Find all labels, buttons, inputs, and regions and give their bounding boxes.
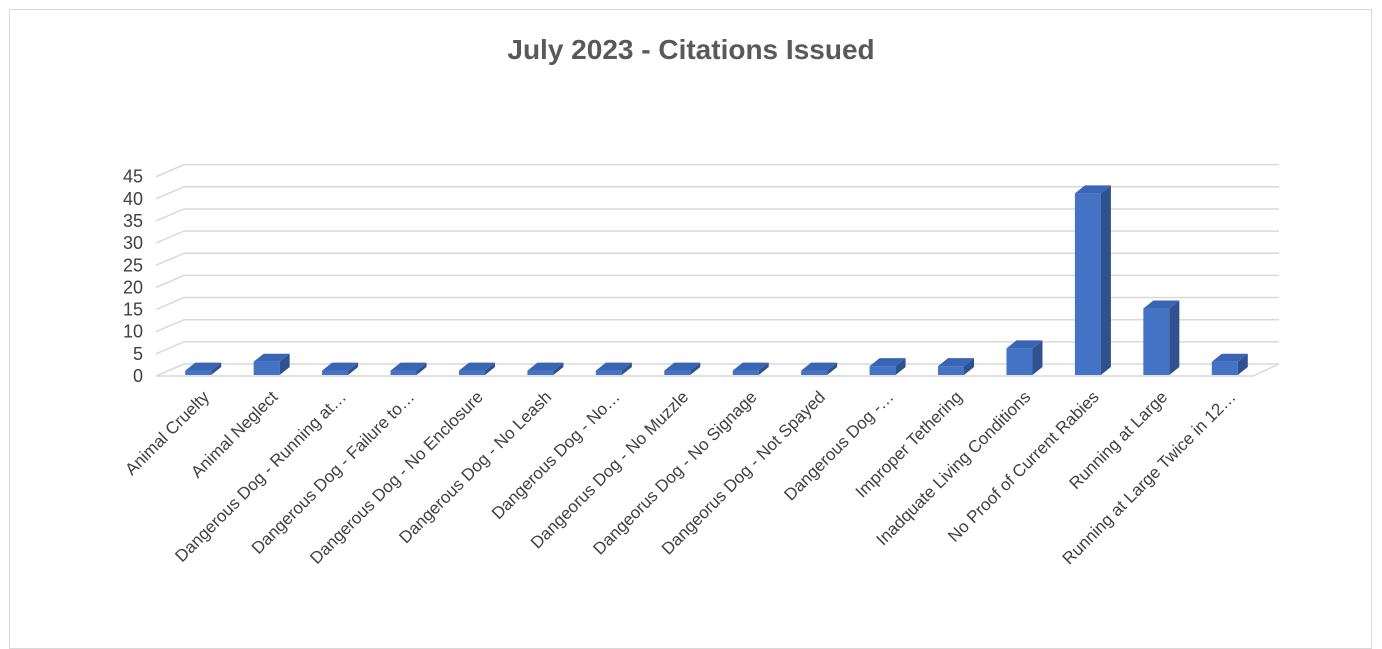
bar-top-4 [458, 362, 495, 371]
bar-front-12 [1006, 348, 1033, 375]
bar-side-7 [690, 362, 701, 375]
bar-top-1 [253, 353, 290, 362]
bar-top-14 [1143, 300, 1180, 309]
y-tick-label-30: 30 [123, 233, 143, 253]
bar-8 [732, 362, 769, 375]
bar-side-1 [279, 353, 290, 375]
bar-top-9 [801, 362, 838, 371]
bar-side-0 [211, 362, 222, 375]
bar-1 [253, 353, 290, 375]
bar-front-13 [1074, 193, 1101, 375]
gridline-20 [155, 274, 1279, 289]
bar-7 [664, 362, 701, 375]
bar-top-2 [322, 362, 359, 371]
bar-front-3 [390, 370, 417, 375]
bar-top-13 [1074, 185, 1111, 194]
bar-6 [595, 362, 632, 375]
bar-top-15 [1211, 353, 1248, 362]
x-tick-label-6: Dangerous Dog - No… [488, 387, 624, 523]
y-tick-label-45: 45 [123, 167, 143, 187]
bar-side-9 [827, 362, 838, 375]
y-tick-label-15: 15 [123, 300, 143, 320]
gridline-40 [155, 186, 1279, 200]
bar-side-8 [758, 362, 769, 375]
y-tick-label-20: 20 [123, 277, 143, 297]
bar-side-5 [553, 362, 564, 375]
bar-14 [1143, 300, 1180, 375]
bar-top-10 [869, 358, 906, 367]
bar-top-8 [732, 362, 769, 371]
bar-front-10 [869, 366, 896, 375]
bar-13 [1074, 185, 1111, 375]
bar-top-3 [390, 362, 427, 371]
bar-front-14 [1143, 308, 1170, 375]
bar-5 [527, 362, 564, 375]
bar-10 [869, 358, 906, 375]
bar-front-7 [664, 370, 691, 375]
gridline-15 [155, 296, 1279, 311]
bar-front-6 [595, 370, 622, 375]
gridline-10 [155, 318, 1279, 333]
bar-front-2 [322, 370, 349, 375]
y-tick-label-5: 5 [133, 344, 143, 364]
bar-side-2 [348, 362, 359, 375]
bar-front-5 [527, 370, 554, 375]
gridline-25 [155, 252, 1279, 266]
gridline-5 [155, 341, 1279, 355]
bar-side-13 [1100, 185, 1111, 375]
bar-top-6 [595, 362, 632, 371]
y-tick-label-10: 10 [123, 322, 143, 342]
bar-side-11 [964, 358, 975, 375]
bar-front-8 [732, 370, 759, 375]
bar-9 [801, 362, 838, 375]
gridline-0 [155, 363, 1279, 377]
bar-front-0 [185, 370, 212, 375]
gridline-35 [155, 208, 1279, 222]
gridline-45 [155, 163, 1279, 178]
y-tick-label-0: 0 [133, 366, 143, 386]
bar-top-12 [1006, 340, 1043, 349]
bar-side-4 [484, 362, 495, 375]
bar-3 [390, 362, 427, 375]
bar-front-9 [801, 370, 828, 375]
bar-11 [938, 358, 975, 375]
bar-front-4 [458, 370, 485, 375]
bar-side-10 [895, 358, 906, 375]
y-tick-label-25: 25 [123, 255, 143, 275]
bar-4 [458, 362, 495, 375]
bar-15 [1211, 353, 1248, 375]
bars [185, 185, 1248, 375]
bar-side-15 [1237, 353, 1248, 375]
bar-2 [322, 362, 359, 375]
bar-0 [185, 362, 222, 375]
y-tick-label-40: 40 [123, 189, 143, 209]
chart-title: July 2023 - Citations Issued [507, 34, 875, 65]
bar-top-0 [185, 362, 222, 371]
bar-12 [1006, 340, 1043, 375]
bar-side-6 [621, 362, 632, 375]
bar-front-1 [253, 361, 280, 375]
gridlines [155, 163, 1280, 377]
bar-front-11 [938, 366, 965, 375]
gridline-30 [155, 230, 1279, 244]
bar-top-5 [527, 362, 564, 371]
bar-side-3 [416, 362, 427, 375]
bar-front-15 [1211, 361, 1238, 375]
bar-side-14 [1169, 300, 1180, 375]
bar-top-7 [664, 362, 701, 371]
bar-side-12 [1032, 340, 1043, 375]
bar-top-11 [938, 358, 975, 367]
floor-side-edge [1252, 363, 1280, 377]
y-tick-label-35: 35 [123, 211, 143, 231]
